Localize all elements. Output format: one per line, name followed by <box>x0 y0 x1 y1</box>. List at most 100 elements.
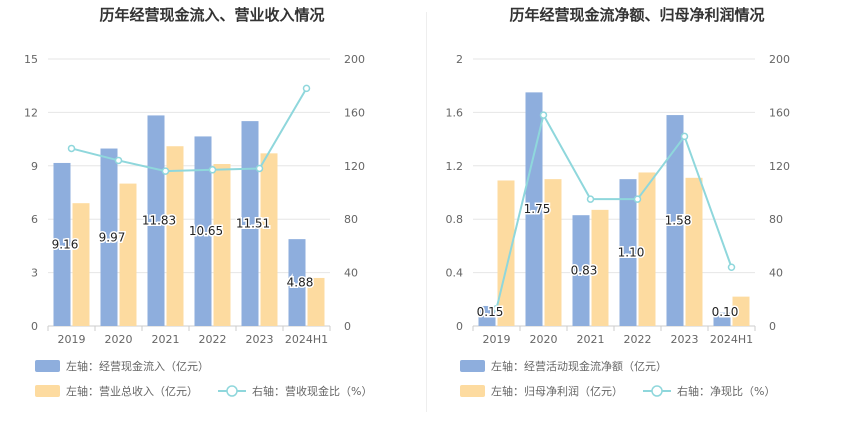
x-axis-tick-label: 2022 <box>199 333 227 346</box>
data-label: 11.83 <box>142 214 176 228</box>
left-axis-tick-label: 6 <box>31 213 38 226</box>
bar-series-1 <box>241 121 259 326</box>
line-point <box>680 132 689 141</box>
right-axis-tick-label: 160 <box>769 106 790 119</box>
x-axis-tick-label: 2019 <box>58 333 86 346</box>
left-axis-tick-label: 12 <box>24 106 38 119</box>
x-axis-tick-label: 2019 <box>483 333 511 346</box>
right-axis-tick-label: 160 <box>344 106 365 119</box>
bar-series-2 <box>638 172 656 326</box>
right-axis-tick-label: 200 <box>769 53 790 66</box>
line-point <box>302 84 311 93</box>
data-label: 1.10 <box>618 246 645 260</box>
x-axis-tick-label: 2023 <box>246 333 274 346</box>
right-axis-tick-label: 80 <box>344 213 358 226</box>
data-label: 1.58 <box>665 214 692 228</box>
line-point <box>208 166 217 174</box>
bar-series-1 <box>619 179 637 326</box>
data-label: 4.88 <box>287 276 314 290</box>
bar-series-1 <box>194 136 212 326</box>
right-axis-tick-label: 0 <box>769 320 776 333</box>
legend-swatch-series-1 <box>460 360 485 372</box>
bar-series-1 <box>572 215 590 326</box>
x-axis-tick-label: 2024H1 <box>285 333 328 346</box>
legend-marker-series-3 <box>651 385 663 397</box>
data-label: 0.83 <box>571 264 598 278</box>
left-axis-tick-label: 0.4 <box>446 267 464 280</box>
bar-series-1 <box>525 92 543 326</box>
x-axis-tick-label: 2024H1 <box>710 333 753 346</box>
chart-left-panel: 历年经营现金流入、营业收入情况 0 3 6 9 12 15 0 40 80 120 160 200 201… <box>24 6 372 398</box>
right-axis-tick-label: 120 <box>769 160 790 173</box>
x-axis-tick-label: 2020 <box>105 333 133 346</box>
line-point <box>114 156 123 165</box>
bar-series-2 <box>213 164 231 326</box>
bar-series-1 <box>478 305 496 326</box>
bar-series-2 <box>591 209 609 326</box>
left-axis-tick-label: 9 <box>31 160 38 173</box>
x-axis-tick-label: 2021 <box>152 333 180 346</box>
left-axis-tick-label: 3 <box>31 267 38 280</box>
legend-label-series-1: 左轴：经营现金流入（亿元） <box>66 359 209 373</box>
line-point <box>727 263 736 272</box>
data-label: 11.51 <box>236 217 270 231</box>
bar-series-1 <box>666 115 684 326</box>
left-axis-tick-label: 0.8 <box>446 213 464 226</box>
legend-label-series-1: 左轴：经营活动现金流净额（亿元） <box>491 359 667 373</box>
legend-marker-series-3 <box>226 385 238 397</box>
line-point <box>492 304 501 313</box>
left-axis-tick-label: 15 <box>24 53 38 66</box>
panel-divider <box>426 12 427 412</box>
line-series-3 <box>71 87 308 173</box>
line-point <box>67 144 76 153</box>
line-point <box>586 195 595 203</box>
data-label: 9.16 <box>52 237 79 251</box>
right-axis-tick-label: 200 <box>344 53 365 66</box>
bar-series-2 <box>166 146 184 326</box>
right-axis-tick-label: 120 <box>344 160 365 173</box>
bar-series-1 <box>713 312 731 326</box>
x-axis-tick-label: 2021 <box>577 333 605 346</box>
data-label: 9.97 <box>99 230 126 244</box>
chart-right-panel: 历年经营现金流净额、归母净利润情况 0 0.4 0.8 1.2 1.6 2 0 40 80 120 1… <box>446 6 791 398</box>
bar-series-1 <box>288 239 306 326</box>
data-label: 10.65 <box>189 224 223 238</box>
line-point <box>633 195 642 203</box>
bar-series-2 <box>72 203 90 326</box>
right-axis-tick-label: 80 <box>769 213 783 226</box>
x-axis-tick-label: 2022 <box>624 333 652 346</box>
bar-series-1 <box>53 162 71 326</box>
line-series-3 <box>495 112 733 309</box>
line-point <box>255 164 264 173</box>
data-label: 0.15 <box>477 305 504 319</box>
left-axis-tick-label: 0 <box>456 320 463 333</box>
left-axis-tick-label: 2 <box>456 53 463 66</box>
data-label: 0.10 <box>712 305 739 319</box>
chart-title: 历年经营现金流入、营业收入情况 <box>99 6 324 24</box>
bar-series-1 <box>100 148 118 326</box>
legend-swatch-series-2 <box>460 385 485 397</box>
bar-series-2 <box>685 177 703 326</box>
bar-series-2 <box>544 179 562 326</box>
legend-label-series-3: 右轴：营收现金比（%） <box>252 384 372 398</box>
legend-label-series-3: 右轴：净现比（%） <box>677 384 775 398</box>
left-axis-tick-label: 0 <box>31 320 38 333</box>
left-axis-tick-label: 1.6 <box>446 106 464 119</box>
bar-series-2 <box>732 296 750 326</box>
right-axis-tick-label: 40 <box>769 267 783 280</box>
legend-swatch-series-2 <box>35 385 60 397</box>
line-point <box>539 111 548 119</box>
x-axis-tick-label: 2020 <box>530 333 558 346</box>
left-axis-tick-label: 1.2 <box>446 160 464 173</box>
legend-label-series-2: 左轴：归母净利润（亿元） <box>491 384 623 398</box>
x-axis-tick-label: 2023 <box>671 333 699 346</box>
legend-label-series-2: 左轴：营业总收入（亿元） <box>66 384 198 398</box>
right-axis-tick-label: 0 <box>344 320 351 333</box>
legend-swatch-series-1 <box>35 360 60 372</box>
right-axis-tick-label: 40 <box>344 267 358 280</box>
bar-series-2 <box>260 153 278 326</box>
data-label: 1.75 <box>524 202 551 216</box>
bar-series-2 <box>307 277 325 326</box>
line-point <box>161 167 170 175</box>
